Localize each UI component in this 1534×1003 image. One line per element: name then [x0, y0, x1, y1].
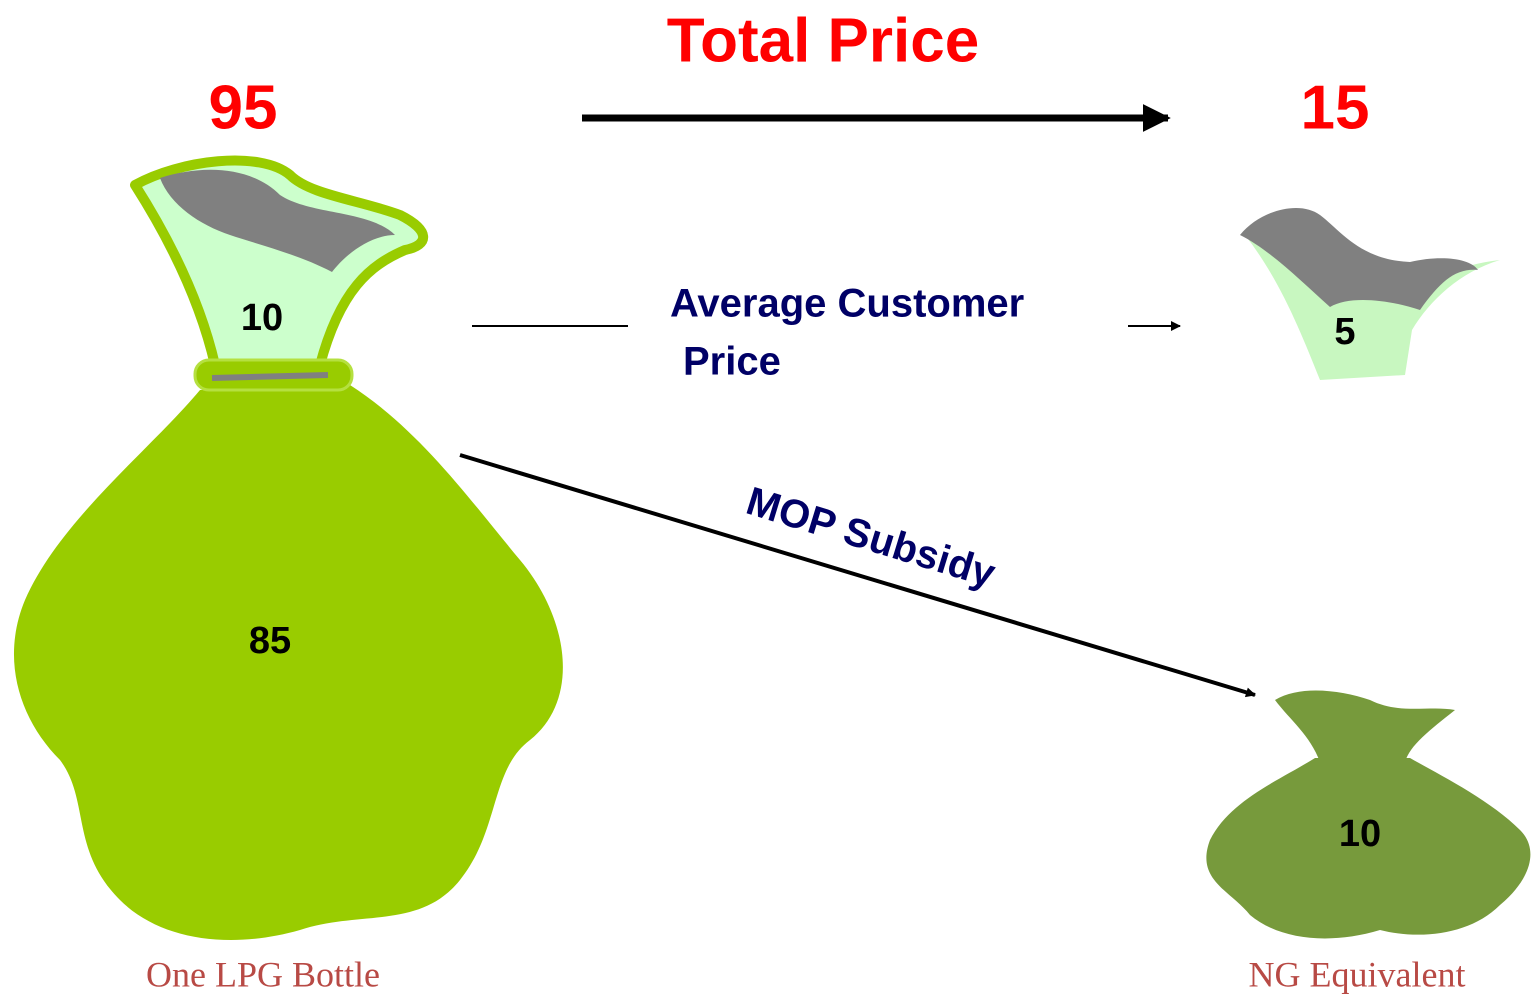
lpg-bag — [13, 155, 563, 940]
ng-caption: NG Equivalent — [1249, 954, 1466, 994]
title: Total Price — [667, 6, 979, 75]
ng-subsidy: 10 — [1339, 813, 1381, 855]
customer-label: Price — [683, 340, 781, 384]
ng-bag — [1206, 690, 1531, 939]
ng-total: 15 — [1301, 73, 1370, 142]
lpg-customer-price: 10 — [241, 297, 283, 339]
ng-price-top — [1240, 207, 1478, 310]
lpg-body — [13, 385, 563, 940]
lpg-band-line — [211, 372, 329, 381]
lpg-total: 95 — [209, 73, 278, 142]
ng-body — [1206, 758, 1531, 939]
lpg-caption: One LPG Bottle — [146, 954, 380, 994]
ng-price-piece — [1240, 207, 1500, 380]
ng-customer-price: 5 — [1334, 311, 1355, 353]
lpg-subsidy: 85 — [249, 620, 291, 662]
ng-neck — [1275, 690, 1455, 762]
customer-label: Average Customer — [670, 282, 1024, 326]
subsidy-arrow — [459, 453, 1256, 698]
lpg-top — [160, 169, 395, 272]
